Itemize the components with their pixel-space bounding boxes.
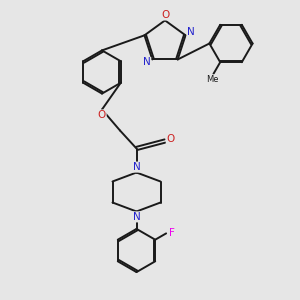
- Text: Me: Me: [206, 75, 218, 84]
- Text: N: N: [133, 212, 140, 222]
- Text: N: N: [187, 27, 195, 37]
- Text: O: O: [98, 110, 106, 120]
- Text: O: O: [166, 134, 175, 145]
- Text: N: N: [133, 162, 140, 172]
- Text: O: O: [161, 10, 169, 20]
- Text: N: N: [143, 58, 151, 68]
- Text: F: F: [169, 228, 175, 239]
